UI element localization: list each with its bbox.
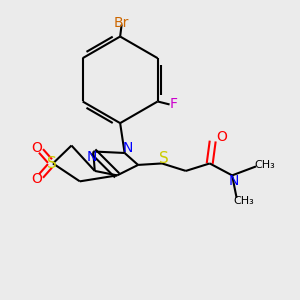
Text: CH₃: CH₃ <box>255 160 275 170</box>
Text: N: N <box>228 174 239 188</box>
Text: F: F <box>170 98 178 112</box>
Text: N: N <box>87 151 97 164</box>
Text: S: S <box>46 156 56 171</box>
Text: CH₃: CH₃ <box>234 196 254 206</box>
Text: N: N <box>122 141 133 154</box>
Text: O: O <box>31 172 42 186</box>
Text: S: S <box>160 151 169 166</box>
Text: Br: Br <box>114 16 129 30</box>
Text: O: O <box>31 141 42 155</box>
Text: O: O <box>216 130 227 144</box>
